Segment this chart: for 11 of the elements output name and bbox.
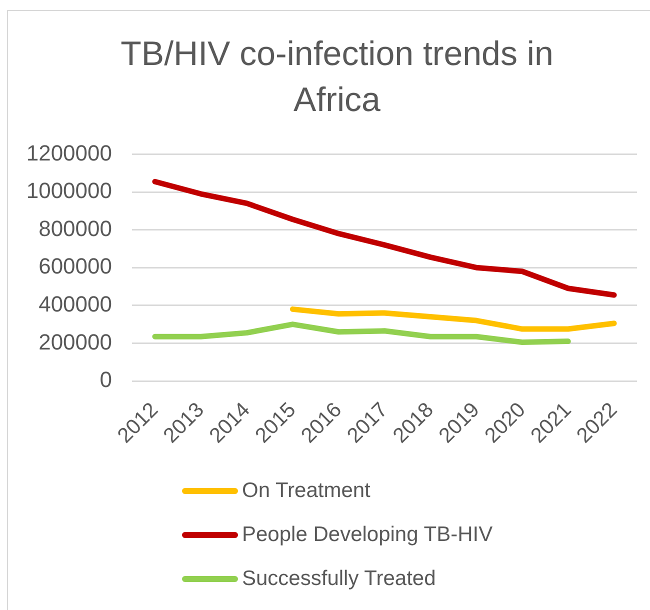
legend-label: People Developing TB-HIV [242, 523, 493, 547]
legend-label: Successfully Treated [242, 567, 436, 591]
y-tick-label: 200000 [38, 329, 112, 354]
y-tick-label: 800000 [38, 216, 112, 241]
y-tick-label: 400000 [38, 291, 112, 316]
y-tick-label: 0 [100, 367, 112, 392]
y-tick-label: 1200000 [26, 140, 112, 166]
chart-title: TB/HIV co-infection trends in Africa [120, 34, 554, 121]
y-tick-label: 1000000 [26, 178, 112, 204]
legend-label: On Treatment [242, 479, 370, 503]
y-tick-label: 600000 [38, 254, 112, 279]
